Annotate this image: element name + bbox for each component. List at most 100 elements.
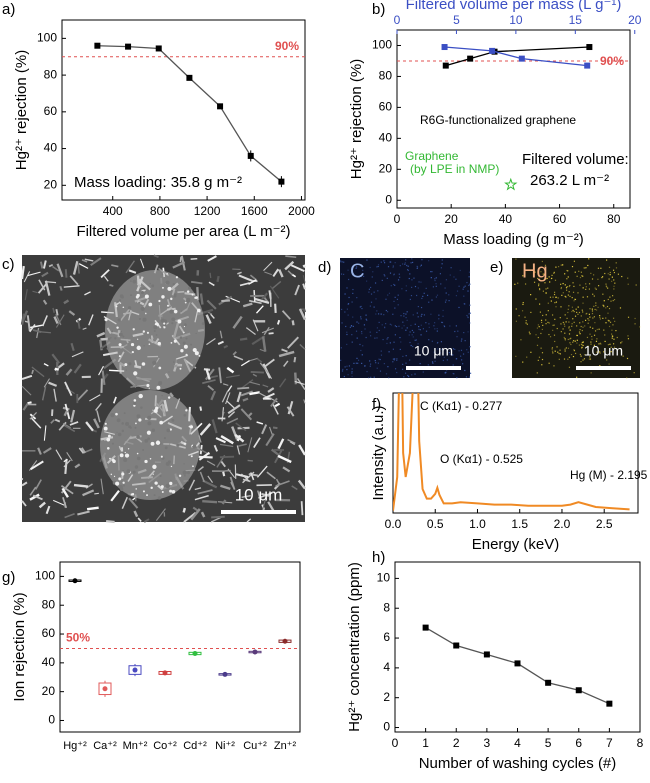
sem-grain xyxy=(104,422,107,425)
map-pixel xyxy=(434,322,436,324)
map-pixel xyxy=(554,318,556,320)
x-tick-label: 4 xyxy=(514,736,521,750)
map-pixel xyxy=(515,308,517,310)
map-pixel xyxy=(606,286,608,288)
map-pixel xyxy=(418,325,420,328)
sem-flake xyxy=(237,271,242,275)
map-pixel xyxy=(426,294,429,296)
map-pixel xyxy=(573,260,576,262)
x-tick-label: 6 xyxy=(575,736,582,750)
map-pixel xyxy=(361,354,363,356)
sem-flake xyxy=(274,303,277,314)
map-pixel xyxy=(469,322,471,324)
sem-flake xyxy=(287,438,296,445)
map-pixel xyxy=(555,266,557,268)
map-pixel xyxy=(616,336,618,339)
map-pixel xyxy=(401,327,403,329)
sem-flake xyxy=(112,396,117,404)
sem-grain xyxy=(138,301,141,304)
panel-label: d) xyxy=(318,259,331,276)
map-pixel xyxy=(344,366,346,368)
sem-flake xyxy=(262,358,275,369)
sem-grain xyxy=(136,435,140,439)
map-pixel xyxy=(594,330,597,332)
map-pixel xyxy=(425,287,427,289)
map-pixel xyxy=(515,355,517,357)
marker xyxy=(442,62,449,69)
map-pixel xyxy=(611,295,614,297)
map-pixel xyxy=(538,283,540,285)
map-pixel xyxy=(351,341,353,343)
sem-grain xyxy=(107,337,111,341)
map-pixel xyxy=(369,365,371,367)
sem-flake xyxy=(248,299,262,305)
map-pixel xyxy=(524,283,527,285)
marker xyxy=(545,679,552,686)
sem-flake xyxy=(207,255,217,262)
map-pixel xyxy=(440,341,443,343)
map-pixel xyxy=(582,321,584,323)
marker xyxy=(422,624,429,631)
marker xyxy=(489,47,496,54)
sem-flake xyxy=(219,455,235,459)
map-pixel xyxy=(569,295,571,297)
sem-flake xyxy=(210,313,215,319)
map-pixel xyxy=(568,285,570,288)
scale-bar-label: 10 μm xyxy=(584,343,623,359)
map-pixel xyxy=(564,332,566,334)
sem-grain xyxy=(113,475,116,477)
sem-flake xyxy=(213,444,219,452)
map-pixel xyxy=(355,267,357,269)
sem-flake xyxy=(56,263,64,278)
map-pixel xyxy=(368,291,370,293)
map-pixel xyxy=(564,350,566,352)
sem-grain xyxy=(126,423,128,425)
map-pixel xyxy=(347,314,349,316)
sem-flake xyxy=(206,299,217,310)
map-pixel xyxy=(606,259,608,261)
mean-marker xyxy=(222,671,228,677)
sem-grain xyxy=(150,441,155,446)
x-tick-label: 20 xyxy=(445,212,459,226)
sem-flake xyxy=(216,275,220,283)
map-pixel xyxy=(595,340,598,342)
map-pixel xyxy=(534,271,536,273)
map-pixel xyxy=(414,323,416,325)
map-pixel xyxy=(572,309,574,312)
map-pixel xyxy=(522,303,524,306)
map-pixel xyxy=(394,358,396,360)
sem-flake xyxy=(82,327,87,330)
sem-flake xyxy=(59,285,63,291)
map-pixel xyxy=(538,288,541,290)
sem-flake xyxy=(41,386,47,401)
map-pixel xyxy=(553,271,555,273)
sem-flake xyxy=(291,485,298,491)
sem-flake xyxy=(284,260,295,271)
map-pixel xyxy=(522,275,524,277)
sem-grain xyxy=(166,428,171,433)
map-pixel xyxy=(375,313,377,315)
sem-flake xyxy=(217,340,224,345)
map-pixel xyxy=(462,288,464,290)
sem-grain xyxy=(110,473,113,476)
map-pixel xyxy=(405,362,407,364)
map-pixel xyxy=(588,319,590,321)
sem-flake xyxy=(262,384,269,388)
sem-grain xyxy=(124,453,130,458)
map-pixel xyxy=(608,307,611,310)
panel-label: g) xyxy=(2,569,15,586)
map-pixel xyxy=(342,368,344,371)
map-pixel xyxy=(613,271,616,274)
map-pixel xyxy=(368,288,371,290)
sem-flake xyxy=(60,484,74,495)
x-tick-label: 1 xyxy=(422,736,429,750)
map-pixel xyxy=(420,315,422,317)
sem-grain xyxy=(171,418,175,422)
map-pixel xyxy=(340,347,342,349)
reference-label: 90% xyxy=(275,39,299,53)
map-pixel xyxy=(370,293,373,295)
sem-grain xyxy=(127,306,132,310)
map-pixel xyxy=(454,330,456,333)
sem-flake xyxy=(283,360,289,367)
map-pixel xyxy=(468,376,471,378)
